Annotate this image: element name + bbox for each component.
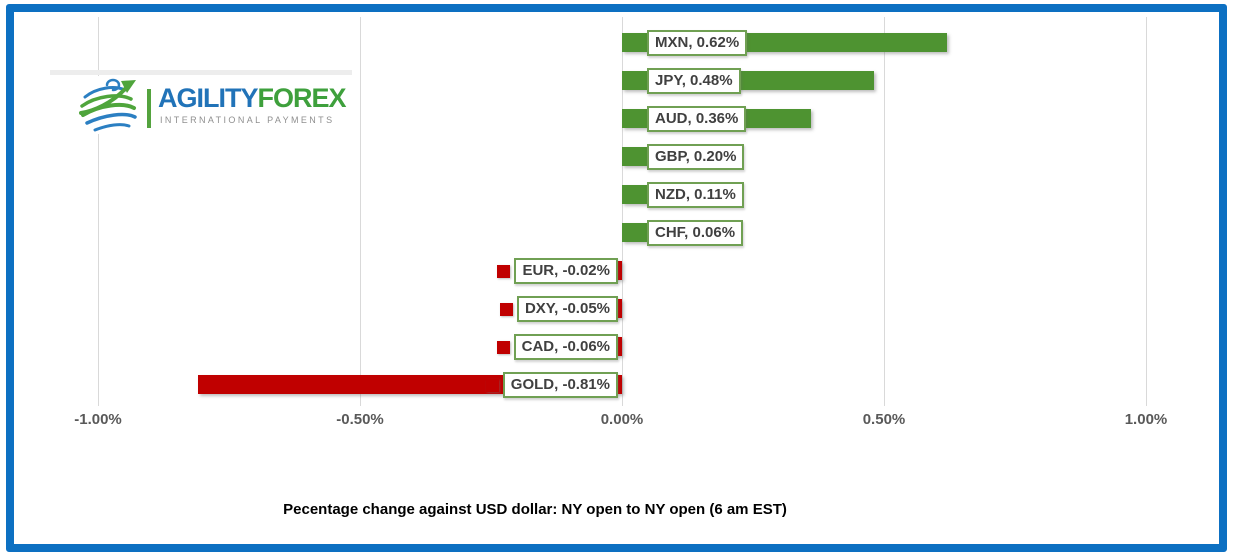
logo-text-agility: AGILITY bbox=[158, 83, 258, 113]
data-label: DXY, -0.05% bbox=[516, 296, 618, 322]
logo-underline bbox=[50, 70, 352, 75]
data-label: JPY, 0.48% bbox=[647, 68, 741, 94]
bar-label-mxn: MXN, 0.62% bbox=[647, 30, 748, 56]
data-label: CAD, -0.06% bbox=[513, 334, 618, 360]
bar-label-jpy: JPY, 0.48% bbox=[647, 68, 741, 94]
bar-label-gold: GOLD, -0.81% bbox=[485, 372, 618, 398]
logo-text-forex: FOREX bbox=[257, 83, 347, 113]
bar-label-chf: CHF, 0.06% bbox=[647, 220, 744, 246]
bar-label-eur: EUR, -0.02% bbox=[497, 258, 618, 284]
x-axis-tick-label: 1.00% bbox=[1124, 411, 1168, 428]
data-label: CHF, 0.06% bbox=[647, 220, 744, 246]
logo-divider bbox=[147, 89, 151, 128]
gridline bbox=[360, 17, 361, 406]
gridline bbox=[884, 17, 885, 406]
logo-tagline: INTERNATIONAL PAYMENTS bbox=[160, 115, 335, 125]
gridline bbox=[98, 17, 99, 406]
gridline bbox=[622, 17, 623, 406]
legend-key-icon bbox=[497, 264, 511, 278]
bar-label-dxy: DXY, -0.05% bbox=[499, 296, 618, 322]
data-label: GBP, 0.20% bbox=[647, 144, 745, 170]
legend-key-icon bbox=[485, 378, 499, 392]
legend-key-icon bbox=[499, 302, 513, 316]
agilityforex-logo: AGILITYFOREX INTERNATIONAL PAYMENTS bbox=[50, 68, 352, 134]
gridline bbox=[1146, 17, 1147, 406]
bar-chf bbox=[622, 223, 653, 242]
bar-label-gbp: GBP, 0.20% bbox=[647, 144, 745, 170]
bar-label-aud: AUD, 0.36% bbox=[647, 106, 747, 132]
legend-key-icon bbox=[496, 340, 510, 354]
data-label: EUR, -0.02% bbox=[514, 258, 618, 284]
globe-logo-icon bbox=[79, 78, 137, 132]
x-axis-tick-label: -1.00% bbox=[74, 411, 122, 428]
data-label: NZD, 0.11% bbox=[647, 182, 744, 208]
data-label: GOLD, -0.81% bbox=[502, 372, 618, 398]
x-axis-tick-label: 0.00% bbox=[600, 411, 644, 428]
data-label: AUD, 0.36% bbox=[647, 106, 747, 132]
x-axis-tick-label: -0.50% bbox=[336, 411, 384, 428]
x-axis-tick-label: 0.50% bbox=[862, 411, 906, 428]
data-label: MXN, 0.62% bbox=[647, 30, 748, 56]
logo-wordmark: AGILITYFOREX bbox=[158, 83, 347, 114]
chart-caption: Pecentage change against USD dollar: NY … bbox=[283, 501, 787, 518]
bar-label-nzd: NZD, 0.11% bbox=[647, 182, 744, 208]
bar-label-cad: CAD, -0.06% bbox=[496, 334, 618, 360]
